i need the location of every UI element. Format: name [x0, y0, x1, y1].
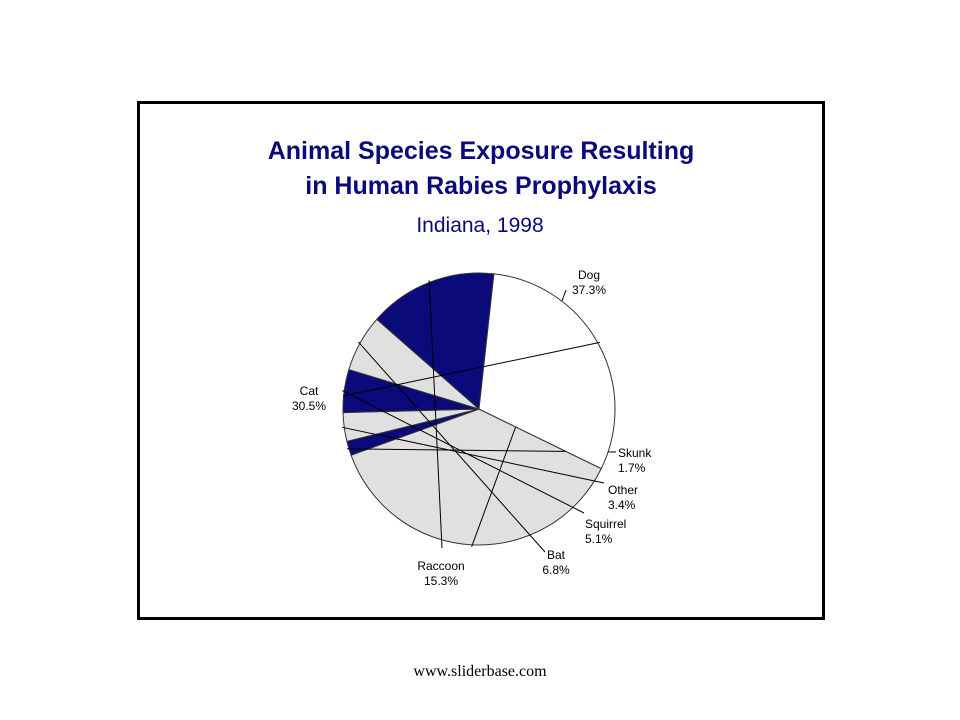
slice-percent-cat: 30.5% — [292, 399, 326, 413]
slice-label-skunk: Skunk — [618, 446, 652, 460]
chart-subtitle: Indiana, 1998 — [416, 214, 544, 237]
leader-line-bat — [357, 341, 546, 553]
slice-label-bat: Bat — [547, 548, 566, 562]
leader-line-cat — [342, 341, 600, 397]
slice-percent-other: 3.4% — [608, 498, 636, 512]
slice-label-dog: Dog — [578, 268, 600, 282]
leader-line-raccoon — [428, 280, 443, 549]
chart-title-line-2: in Human Rabies Prophylaxis — [305, 172, 657, 200]
slice-percent-squirrel: 5.1% — [585, 532, 613, 546]
slice-percent-bat: 6.8% — [542, 563, 570, 577]
pie-slice-cat — [478, 273, 616, 470]
slice-percent-skunk: 1.7% — [618, 461, 646, 475]
slice-label-other: Other — [608, 483, 638, 497]
slice-label-cat: Cat — [300, 384, 319, 398]
footer-url: www.sliderbase.com — [413, 663, 547, 680]
leader-line-squirrel — [342, 390, 585, 514]
slice-label-raccoon: Raccoon — [417, 559, 464, 573]
pie-slice-raccoon — [376, 272, 495, 411]
chart-title-line-1: Animal Species Exposure Resulting — [267, 137, 695, 165]
slice-percent-dog: 37.3% — [572, 283, 606, 297]
slice-percent-raccoon: 15.3% — [424, 574, 458, 588]
slice-label-squirrel: Squirrel — [585, 517, 626, 531]
leader-line-other — [342, 426, 605, 484]
